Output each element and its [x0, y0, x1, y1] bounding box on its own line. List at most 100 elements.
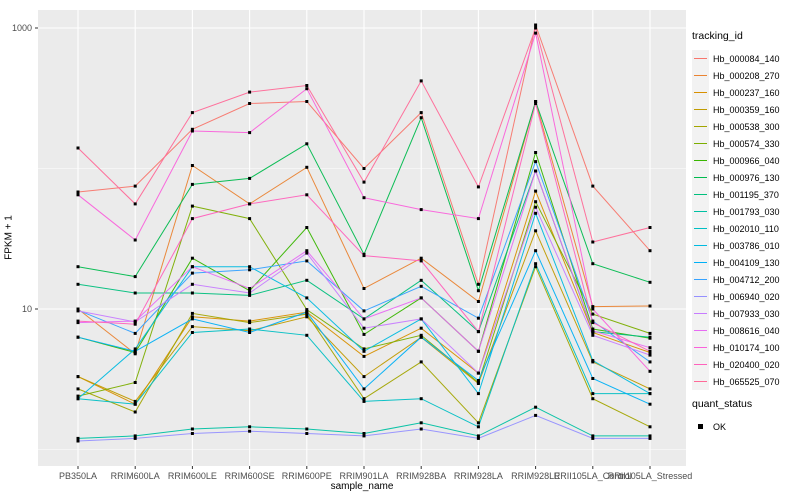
legend-item-label: OK — [713, 421, 727, 432]
data-point — [534, 262, 538, 266]
data-point — [76, 387, 80, 391]
data-point — [305, 87, 309, 91]
data-point — [476, 217, 480, 221]
x-tick-label: PB350LA — [59, 471, 97, 481]
legend-item-label: Hb_010174_100 — [713, 342, 780, 353]
data-point — [133, 402, 137, 406]
data-point — [591, 329, 595, 333]
data-point — [534, 31, 538, 35]
data-point — [648, 349, 652, 353]
data-point — [591, 333, 595, 337]
data-point — [190, 432, 194, 435]
data-point — [248, 287, 252, 290]
data-point — [305, 312, 309, 316]
data-point — [591, 397, 595, 401]
data-point — [534, 169, 538, 173]
legend-item-label: Hb_000574_330 — [713, 138, 780, 149]
data-point — [248, 176, 252, 180]
legend-item: Hb_007933_030 — [692, 305, 798, 322]
data-point — [76, 397, 80, 401]
data-point — [648, 392, 652, 396]
data-point — [133, 322, 137, 326]
data-point — [648, 360, 652, 364]
series-color-line-icon — [692, 220, 709, 237]
data-point — [248, 289, 252, 293]
data-point — [190, 311, 194, 315]
data-point — [248, 217, 252, 221]
data-point — [534, 265, 538, 269]
legend-item: Hb_004712_200 — [692, 271, 798, 288]
data-point — [248, 131, 252, 135]
data-point — [419, 333, 423, 337]
quant-status-legend: quant_status OK — [692, 398, 798, 435]
data-point — [419, 278, 423, 282]
legend-item: Hb_065525_070 — [692, 373, 798, 390]
data-point — [248, 202, 252, 206]
data-point — [476, 316, 480, 320]
data-point — [76, 436, 80, 440]
data-point — [362, 254, 366, 258]
data-point — [591, 184, 595, 188]
data-point — [534, 205, 538, 209]
legend-title-quant-status: quant_status — [692, 398, 753, 410]
legend-item: Hb_008616_040 — [692, 322, 798, 339]
series-color-line-icon — [692, 186, 709, 203]
x-tick-label: RRII105LA_Control — [554, 471, 632, 481]
data-point — [591, 434, 595, 438]
data-point — [305, 427, 309, 431]
data-point — [248, 327, 252, 331]
legend-title-tracking-id: tracking_id — [692, 30, 743, 42]
legend-item: Hb_000574_330 — [692, 135, 798, 152]
data-point — [419, 421, 423, 425]
legend-item: Hb_001195_370 — [692, 186, 798, 203]
data-point — [190, 427, 194, 431]
data-point — [133, 347, 137, 351]
data-point — [305, 193, 309, 197]
data-point — [362, 397, 366, 401]
data-point — [591, 312, 595, 316]
data-point — [362, 287, 366, 290]
legend-item-label: Hb_000084_140 — [713, 53, 780, 64]
data-point — [133, 434, 137, 438]
data-point — [133, 319, 137, 323]
data-point — [419, 397, 423, 401]
series-color-line-icon — [692, 356, 709, 373]
y-axis-title: FPKM + 1 — [3, 215, 15, 260]
x-tick-label: RRIM928LE — [511, 471, 560, 481]
data-point — [133, 436, 137, 440]
data-point — [190, 164, 194, 167]
data-point — [534, 413, 538, 417]
legend-item: Hb_020400_020 — [692, 356, 798, 373]
series-color-line-icon — [692, 67, 709, 84]
data-point — [476, 425, 480, 429]
series-color-line-icon — [692, 373, 709, 390]
data-point — [476, 381, 480, 384]
data-point — [76, 309, 80, 313]
legend-item-label: Hb_004712_200 — [713, 274, 780, 285]
data-point — [362, 387, 366, 391]
data-point — [476, 300, 480, 303]
data-point — [190, 127, 194, 131]
data-point — [305, 100, 309, 103]
data-point — [305, 278, 309, 282]
data-point — [248, 321, 252, 325]
legend-item: Hb_003786_010 — [692, 237, 798, 254]
data-point — [648, 331, 652, 335]
legend-item-label: Hb_000976_130 — [713, 172, 780, 183]
data-point — [76, 394, 80, 398]
data-point — [534, 26, 538, 30]
data-point — [248, 268, 252, 272]
legend-item: Hb_000208_270 — [692, 67, 798, 84]
data-point — [305, 310, 309, 314]
data-point — [476, 436, 480, 440]
data-point — [248, 265, 252, 269]
data-point — [133, 399, 137, 403]
legend-item: Hb_000966_040 — [692, 152, 798, 169]
data-point — [76, 282, 80, 286]
data-point — [248, 329, 252, 333]
legend-item-label: Hb_006940_020 — [713, 291, 780, 302]
data-point — [190, 325, 194, 329]
data-point — [476, 289, 480, 293]
series-color-line-icon — [692, 305, 709, 322]
